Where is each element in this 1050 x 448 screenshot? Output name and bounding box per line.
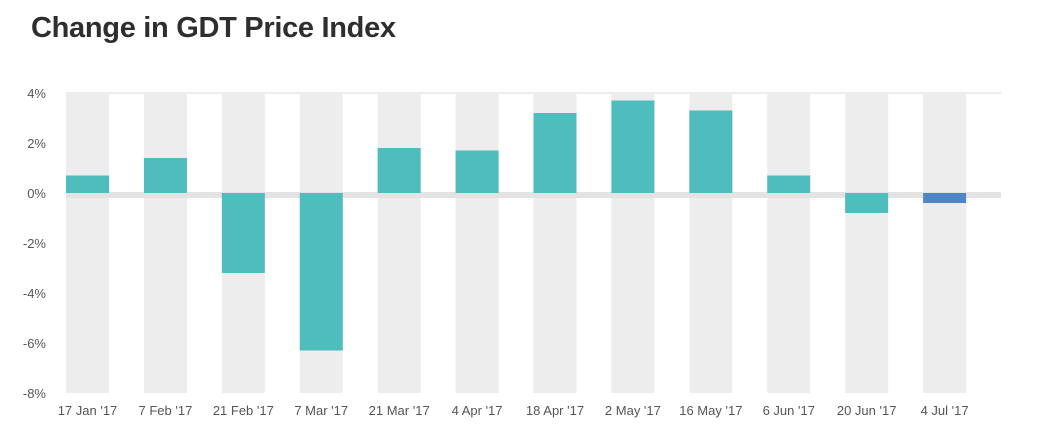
x-tick-label: 4 Apr '17 xyxy=(452,403,503,418)
x-tick-label: 21 Mar '17 xyxy=(369,403,430,418)
bar[interactable] xyxy=(221,193,265,273)
x-tick-label: 21 Feb '17 xyxy=(213,403,274,418)
x-tick-label: 2 May '17 xyxy=(605,403,661,418)
bar[interactable] xyxy=(299,193,343,351)
x-axis-ticks: 17 Jan '17 7 Feb '17 21 Feb '17 7 Mar '17 21… xyxy=(58,403,969,418)
category-band xyxy=(923,93,967,393)
y-tick-label: 4% xyxy=(27,86,46,101)
x-tick-label: 20 Jun '17 xyxy=(837,403,897,418)
x-tick-label: 4 Jul '17 xyxy=(921,403,969,418)
x-tick-label: 7 Feb '17 xyxy=(139,403,193,418)
zero-line xyxy=(66,192,1001,198)
category-band xyxy=(66,93,109,393)
bar[interactable] xyxy=(845,193,889,213)
bar[interactable] xyxy=(455,150,499,194)
category-band xyxy=(377,93,421,393)
bar[interactable] xyxy=(66,175,109,194)
x-tick-label: 16 May '17 xyxy=(679,403,742,418)
y-tick-label: 2% xyxy=(27,136,46,151)
bar[interactable] xyxy=(923,193,967,203)
category-band xyxy=(455,93,499,393)
bars xyxy=(66,100,967,351)
y-tick-label: 0% xyxy=(27,186,46,201)
category-band xyxy=(845,93,889,393)
bar[interactable] xyxy=(533,113,577,193)
y-tick-label: -6% xyxy=(23,336,47,351)
x-tick-label: 17 Jan '17 xyxy=(58,403,118,418)
chart-title: Change in GDT Price Index xyxy=(31,12,396,44)
bar[interactable] xyxy=(689,110,733,194)
y-axis-ticks: 4% 2% 0% -2% -4% -6% -8% xyxy=(23,86,47,401)
category-band xyxy=(143,93,187,393)
category-band xyxy=(767,93,811,393)
x-tick-label: 7 Mar '17 xyxy=(294,403,348,418)
zero-band xyxy=(66,192,1001,198)
y-tick-label: -2% xyxy=(23,236,47,251)
y-tick-label: -4% xyxy=(23,286,47,301)
bar[interactable] xyxy=(767,175,811,194)
bar[interactable] xyxy=(377,148,421,193)
x-tick-label: 18 Apr '17 xyxy=(526,403,584,418)
x-tick-label: 6 Jun '17 xyxy=(763,403,815,418)
y-tick-label: -8% xyxy=(23,386,47,401)
bar[interactable] xyxy=(611,100,655,194)
bar[interactable] xyxy=(143,158,187,193)
